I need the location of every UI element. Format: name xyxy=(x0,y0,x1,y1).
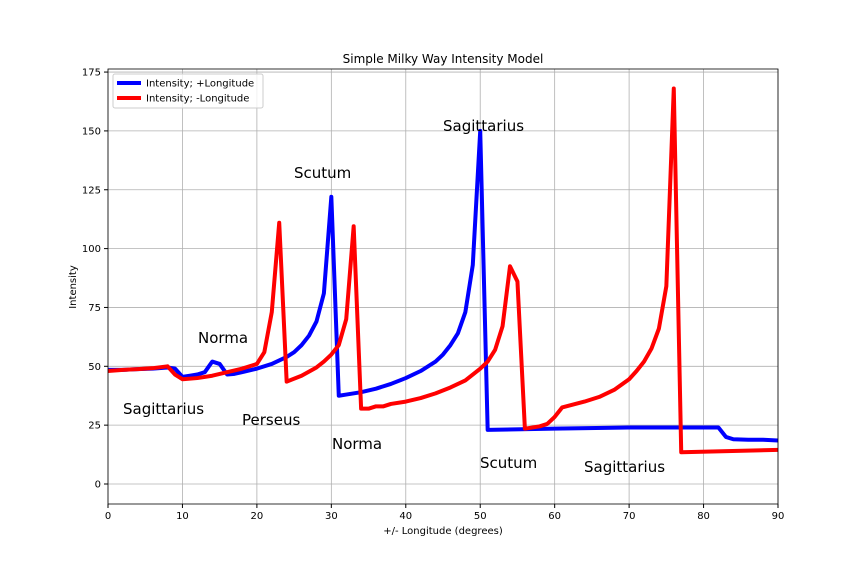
x-tick-label: 80 xyxy=(697,511,710,522)
annotation: Perseus xyxy=(242,411,300,429)
line xyxy=(108,86,778,455)
plot-frame xyxy=(107,68,779,505)
annotation: Norma xyxy=(332,435,382,453)
legend-label: Intensity; -Longitude xyxy=(146,94,249,105)
annotation: Sagittarius xyxy=(443,117,524,135)
annotation: Sagittarius xyxy=(584,458,665,476)
y-tick-label: 75 xyxy=(88,303,101,314)
line xyxy=(108,128,778,443)
x-tick-label: 10 xyxy=(176,511,189,522)
chart-title: Simple Milky Way Intensity Model xyxy=(343,52,544,66)
x-tick-label: 20 xyxy=(251,511,264,522)
annotation: Scutum xyxy=(480,454,537,472)
y-tick-label: 25 xyxy=(88,421,101,432)
x-tick-label: 30 xyxy=(325,511,338,522)
x-axis-label: +/- Longitude (degrees) xyxy=(383,526,503,537)
y-tick-label: 150 xyxy=(82,126,101,137)
x-tick-label: 40 xyxy=(399,511,412,522)
x-tick-label: 0 xyxy=(105,511,111,522)
y-axis-label: Intensity xyxy=(68,265,79,309)
annotation: Norma xyxy=(198,329,248,347)
legend-box xyxy=(112,73,264,109)
x-tick-label: 50 xyxy=(474,511,487,522)
legend-label: Intensity; +Longitude xyxy=(146,79,254,90)
x-tick-label: 90 xyxy=(772,511,785,522)
y-tick-label: 125 xyxy=(82,185,101,196)
y-tick-label: 100 xyxy=(82,244,101,255)
y-tick-label: 50 xyxy=(88,362,101,373)
x-tick-label: 70 xyxy=(623,511,636,522)
y-tick-label: 0 xyxy=(95,479,101,490)
y-tick-label: 175 xyxy=(82,68,101,79)
annotation: Scutum xyxy=(294,164,351,182)
annotation: Sagittarius xyxy=(123,400,204,418)
x-tick-label: 60 xyxy=(548,511,561,522)
